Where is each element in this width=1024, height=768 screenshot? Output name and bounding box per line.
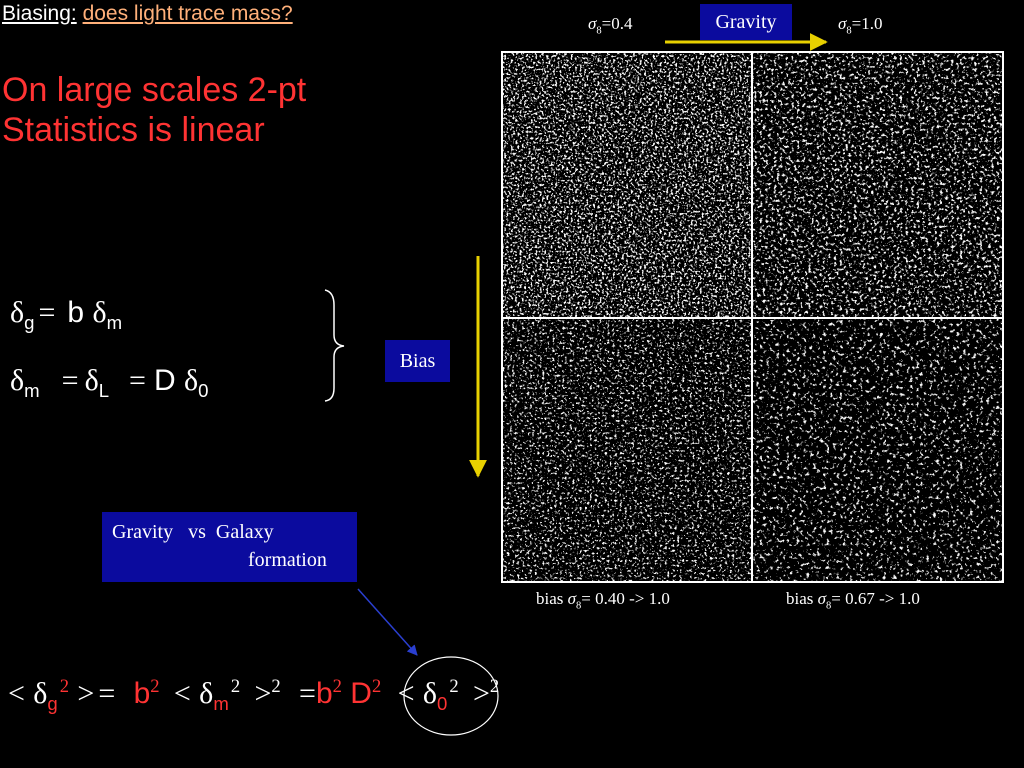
superscript: 2 [371, 676, 382, 697]
header-title: does light trace mass? [82, 2, 293, 25]
superscript: 2 [489, 676, 500, 697]
gravity-box: Gravity [700, 4, 792, 40]
panel-caption: bias σ8= 0.67 -> 1.0 [786, 589, 920, 611]
caption-word: bias [536, 589, 564, 608]
value: =0.4 [601, 14, 633, 33]
symbol: b [315, 677, 333, 710]
operator: > [77, 677, 95, 710]
symbol: δ [422, 677, 437, 710]
subscript: 8 [596, 25, 602, 37]
subscript: m [24, 380, 40, 401]
superscript: 2 [271, 676, 281, 697]
superscript: 2 [332, 676, 342, 697]
subscript: g [24, 312, 35, 333]
simulation-panel [501, 51, 1004, 583]
subscript: g [47, 693, 58, 714]
symbol: δ [199, 677, 214, 710]
panel-label: σ8=1.0 [838, 14, 883, 36]
subscript: 0 [198, 380, 209, 401]
superscript: 2 [150, 676, 160, 697]
header-label: Biasing: [2, 2, 77, 25]
symbol: δ [92, 296, 107, 329]
caption-word: bias [786, 589, 814, 608]
operator: > [472, 677, 490, 710]
value: = 0.40 -> 1.0 [581, 589, 670, 608]
statement: On large scales 2-pt Statistics is linea… [2, 70, 306, 150]
symbol: δ [84, 364, 99, 397]
panel-image [502, 52, 752, 318]
operator: = [129, 364, 146, 397]
operator: > [254, 677, 272, 710]
highlight-ellipse [403, 656, 499, 736]
superscript: 2 [449, 676, 459, 697]
subscript: m [213, 693, 229, 714]
operator: = [299, 677, 316, 710]
panel-image [752, 52, 1003, 318]
bias-box: Bias [385, 340, 450, 382]
box-line: Gravity vs Galaxy [112, 521, 274, 543]
symbol: σ [817, 589, 827, 608]
box-line: formation [248, 549, 327, 571]
symbol: σ [588, 14, 597, 33]
equation: δg = b δm [10, 296, 122, 334]
superscript: 2 [59, 676, 70, 697]
symbol: δ [183, 364, 199, 397]
subscript: 0 [436, 693, 448, 714]
value: =1.0 [851, 14, 883, 33]
superscript: 2 [230, 676, 241, 697]
subscript: 8 [826, 600, 832, 612]
formation-box: Gravity vs Galaxy formation [102, 512, 357, 582]
symbol: δ [10, 364, 25, 397]
operator: = [38, 296, 56, 329]
subscript: 8 [576, 600, 582, 612]
subscript: m [106, 312, 123, 333]
equation: < δg2 > = b2 < δm2 >2 =b2 D2 < δ02 >2 [8, 676, 499, 715]
operator: = [98, 677, 116, 710]
panel-caption: bias σ8= 0.40 -> 1.0 [536, 589, 670, 611]
panel-label: σ8=0.4 [588, 14, 633, 36]
symbol: D [153, 364, 176, 397]
operator: < [397, 677, 415, 710]
subscript: 8 [846, 25, 852, 37]
symbol: δ [10, 296, 25, 329]
value: = 0.67 -> 1.0 [831, 589, 920, 608]
panel-image [752, 318, 1003, 582]
statement-line: On large scales 2-pt [2, 71, 307, 109]
panel-image [502, 318, 752, 582]
symbol: b [133, 677, 151, 710]
symbol: b [67, 296, 85, 329]
symbol: D [350, 677, 372, 710]
operator: = [61, 364, 79, 397]
header: Biasing: does light trace mass? [2, 2, 293, 26]
pointer-arrow [357, 588, 418, 656]
symbol: σ [567, 589, 577, 608]
operator: < [173, 677, 191, 710]
equation: δm = δL = D δ0 [10, 364, 208, 402]
statement-line: Statistics is linear [2, 111, 265, 149]
subscript: L [98, 380, 110, 401]
symbol: δ [33, 677, 48, 710]
brace [324, 289, 345, 402]
symbol: σ [838, 14, 847, 33]
operator: < [8, 677, 25, 710]
